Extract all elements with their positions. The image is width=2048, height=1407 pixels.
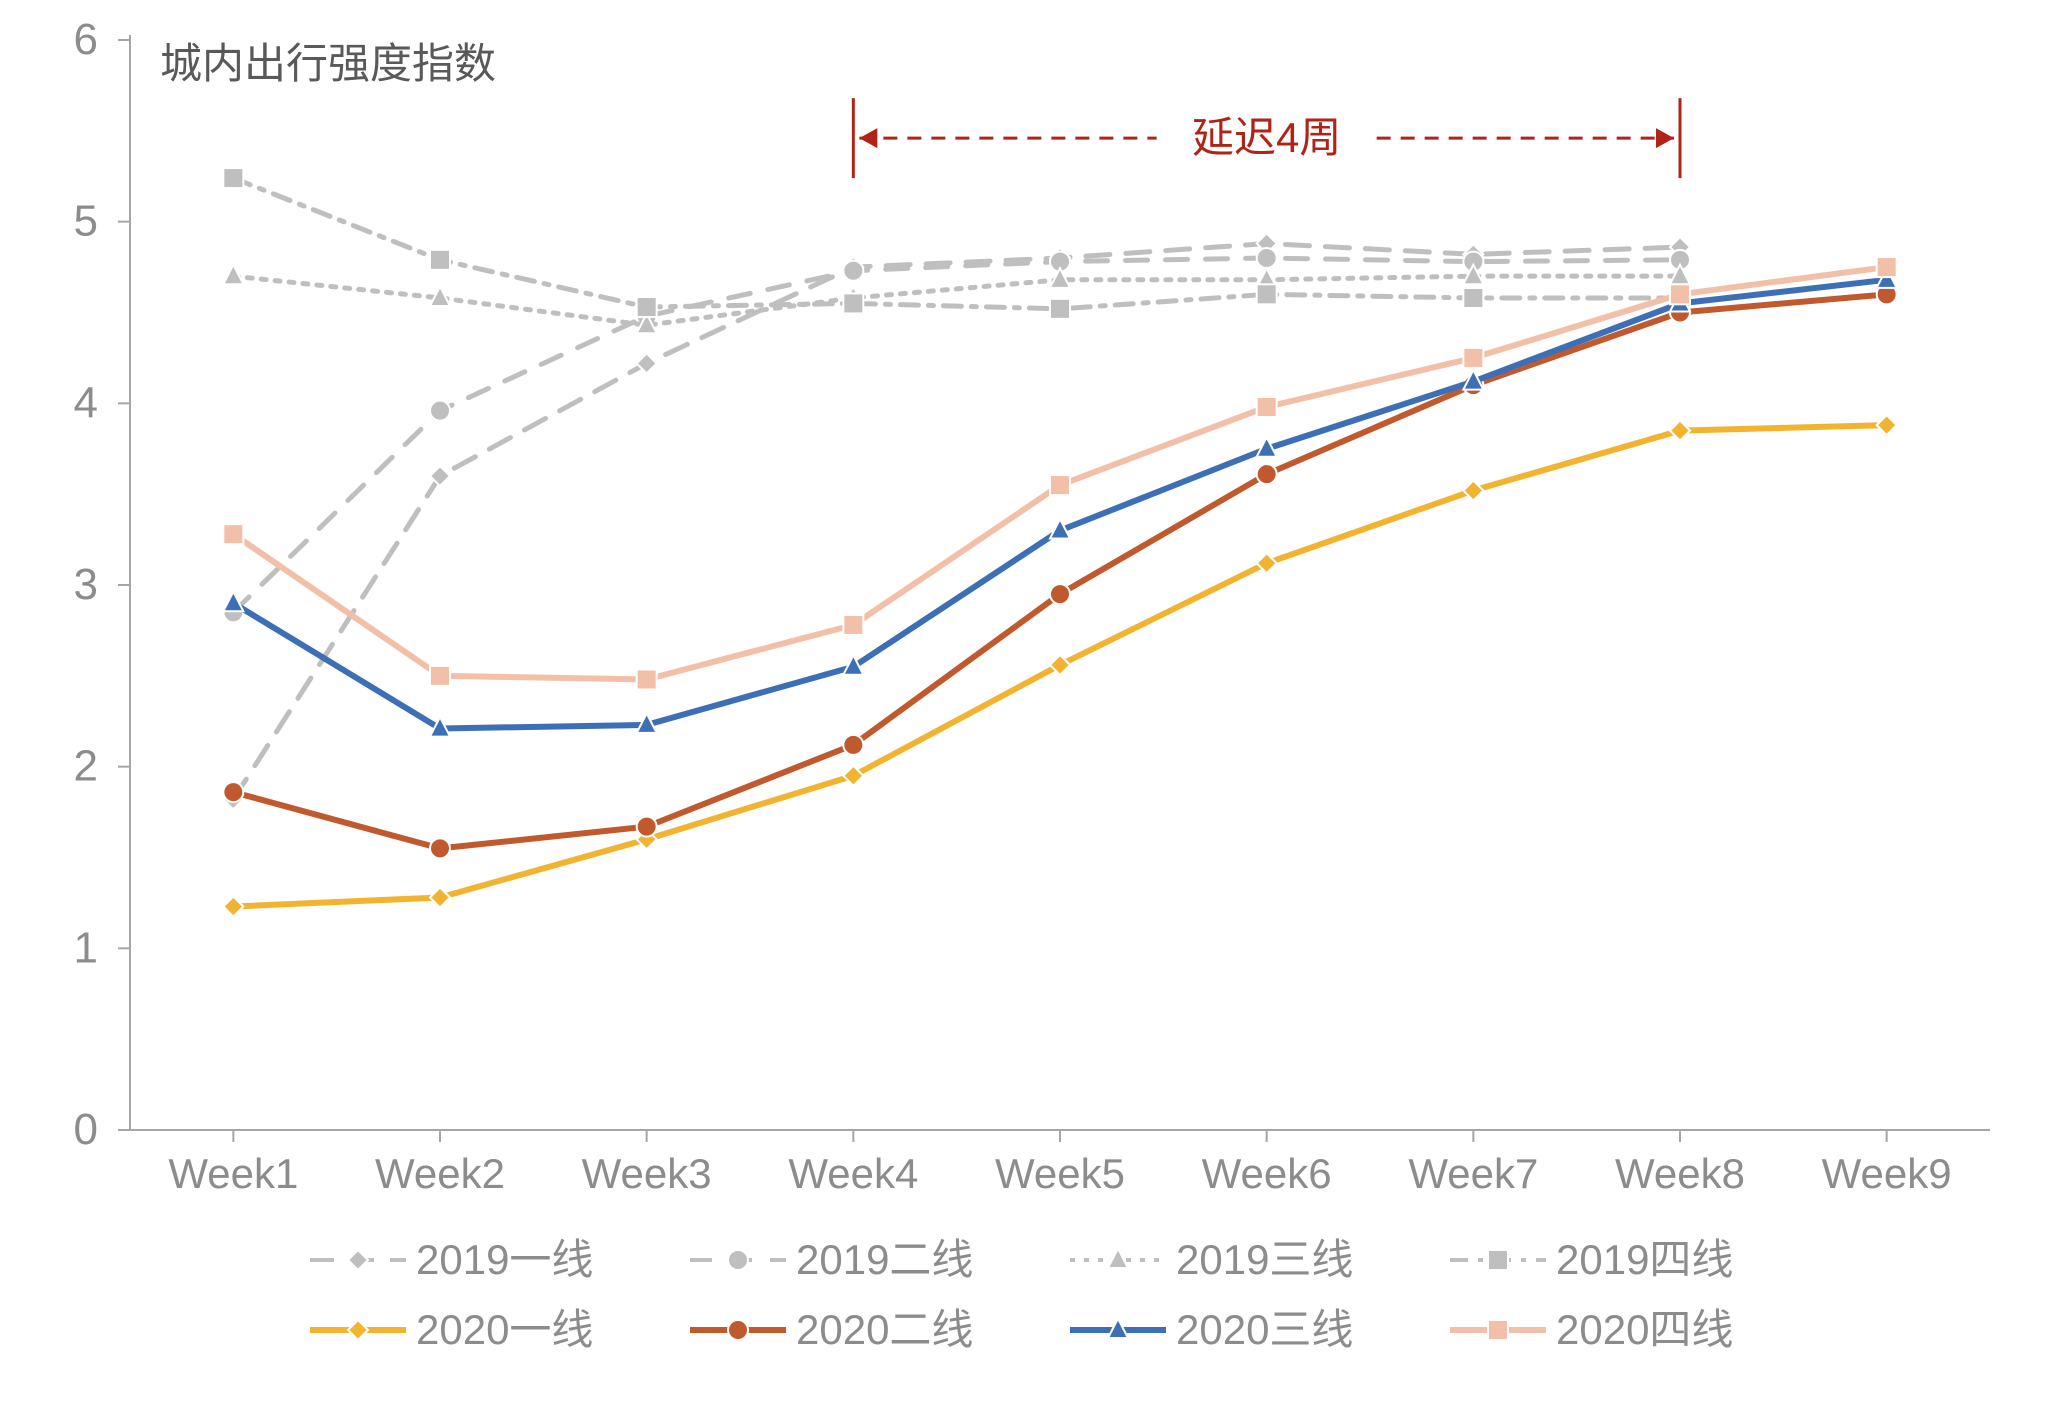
x-tick-label: Week3 (582, 1150, 712, 1197)
x-tick-label: Week8 (1615, 1150, 1745, 1197)
legend-label: 2020一线 (416, 1306, 593, 1353)
legend-label: 2019四线 (1556, 1236, 1733, 1283)
x-tick-label: Week7 (1408, 1150, 1538, 1197)
x-tick-label: Week6 (1202, 1150, 1332, 1197)
y-tick-label: 3 (74, 560, 98, 609)
y-tick-label: 6 (74, 15, 98, 64)
delay-annotation-label: 延迟4周 (1192, 114, 1341, 161)
legend-label: 2019二线 (796, 1236, 973, 1283)
x-tick-label: Week9 (1822, 1150, 1952, 1197)
legend-label: 2019一线 (416, 1236, 593, 1283)
x-tick-label: Week1 (168, 1150, 298, 1197)
x-tick-label: Week5 (995, 1150, 1125, 1197)
legend-label: 2020二线 (796, 1306, 973, 1353)
y-tick-label: 4 (74, 378, 98, 427)
x-tick-label: Week4 (788, 1150, 918, 1197)
legend-label: 2020三线 (1176, 1306, 1353, 1353)
y-tick-label: 2 (74, 742, 98, 791)
y-tick-label: 1 (74, 923, 98, 972)
y-tick-label: 0 (74, 1105, 98, 1154)
chart-title: 城内出行强度指数 (160, 40, 496, 87)
x-tick-label: Week2 (375, 1150, 505, 1197)
legend-label: 2020四线 (1556, 1306, 1733, 1353)
line-chart: 0 1 2 3 4 5 6 Week1 Week2 Week3 Week4 Week5 Week6 Wee… (0, 0, 2048, 1407)
legend-label: 2019三线 (1176, 1236, 1353, 1283)
y-tick-label: 5 (74, 197, 98, 246)
